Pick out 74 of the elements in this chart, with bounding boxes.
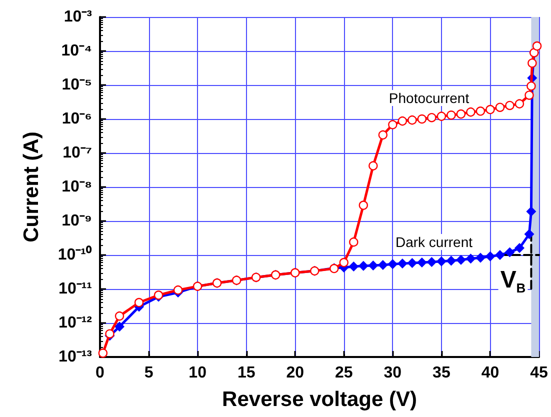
x-tick-label: 45 — [530, 364, 548, 382]
y-tick-label: 10⁻¹³ — [58, 348, 92, 366]
x-axis-title: Reverse voltage (V) — [222, 388, 417, 411]
point — [495, 102, 505, 112]
point — [349, 237, 358, 247]
point — [408, 115, 417, 125]
point — [485, 251, 496, 262]
point — [524, 229, 534, 240]
x-tick-label: 0 — [96, 364, 105, 382]
y-tick-label: 10⁻⁷ — [62, 144, 92, 162]
point — [456, 109, 466, 119]
y-tick-label: 10⁻⁸ — [62, 178, 92, 196]
x-tick-label: 20 — [286, 364, 304, 382]
point — [466, 107, 476, 117]
point — [426, 257, 437, 268]
point — [504, 247, 515, 258]
point — [416, 258, 427, 268]
point — [368, 260, 378, 271]
point — [358, 260, 368, 271]
point — [388, 259, 398, 270]
point — [526, 81, 536, 91]
point — [436, 256, 446, 266]
y-tick-label: 10⁻⁹ — [62, 212, 92, 230]
point — [407, 258, 418, 268]
point — [114, 322, 125, 332]
point — [98, 348, 108, 358]
y-tick-label: 10⁻⁶ — [62, 110, 92, 128]
point — [114, 311, 124, 321]
point — [348, 261, 359, 272]
point — [397, 258, 408, 269]
x-tick-label: 30 — [384, 364, 402, 382]
point — [378, 260, 388, 270]
point — [134, 298, 144, 308]
point — [446, 110, 456, 120]
point — [475, 252, 486, 263]
point — [526, 206, 536, 217]
y-axis-title: Current (A) — [20, 132, 43, 242]
point — [378, 130, 388, 140]
x-tick-label: 10 — [188, 364, 207, 382]
y-tick-label: 10⁻³ — [64, 8, 92, 26]
y-tick-label: 10⁻¹⁰ — [58, 246, 92, 264]
point — [524, 90, 534, 100]
point — [466, 254, 476, 264]
annotation: Dark current — [395, 234, 473, 250]
point — [339, 258, 348, 268]
y-tick-label: 10⁻⁵ — [62, 76, 92, 94]
y-tick-label: 10⁻⁴ — [61, 42, 92, 60]
point — [514, 243, 524, 254]
x-tick-label: 40 — [481, 364, 500, 382]
point — [398, 116, 408, 126]
point — [456, 254, 466, 265]
point — [486, 104, 495, 114]
x-tick-label: 5 — [144, 364, 154, 382]
x-tick-label: 35 — [432, 364, 450, 382]
point — [494, 250, 505, 260]
point — [358, 200, 368, 210]
point — [505, 100, 514, 110]
point — [436, 112, 446, 121]
annotation: Photocurrent — [388, 90, 470, 106]
point — [427, 112, 436, 122]
x-tick-label: 25 — [334, 364, 353, 382]
point — [105, 329, 114, 338]
y-tick-label: 10⁻¹² — [58, 314, 92, 332]
x-tick-label: 15 — [237, 364, 256, 382]
point — [173, 285, 183, 295]
point — [368, 161, 378, 170]
point — [476, 106, 486, 116]
point — [388, 120, 398, 130]
point — [528, 58, 537, 68]
point — [417, 114, 427, 124]
point — [514, 99, 524, 108]
point — [532, 41, 542, 51]
y-tick-label: 10⁻¹¹ — [58, 280, 92, 298]
point — [446, 256, 456, 266]
